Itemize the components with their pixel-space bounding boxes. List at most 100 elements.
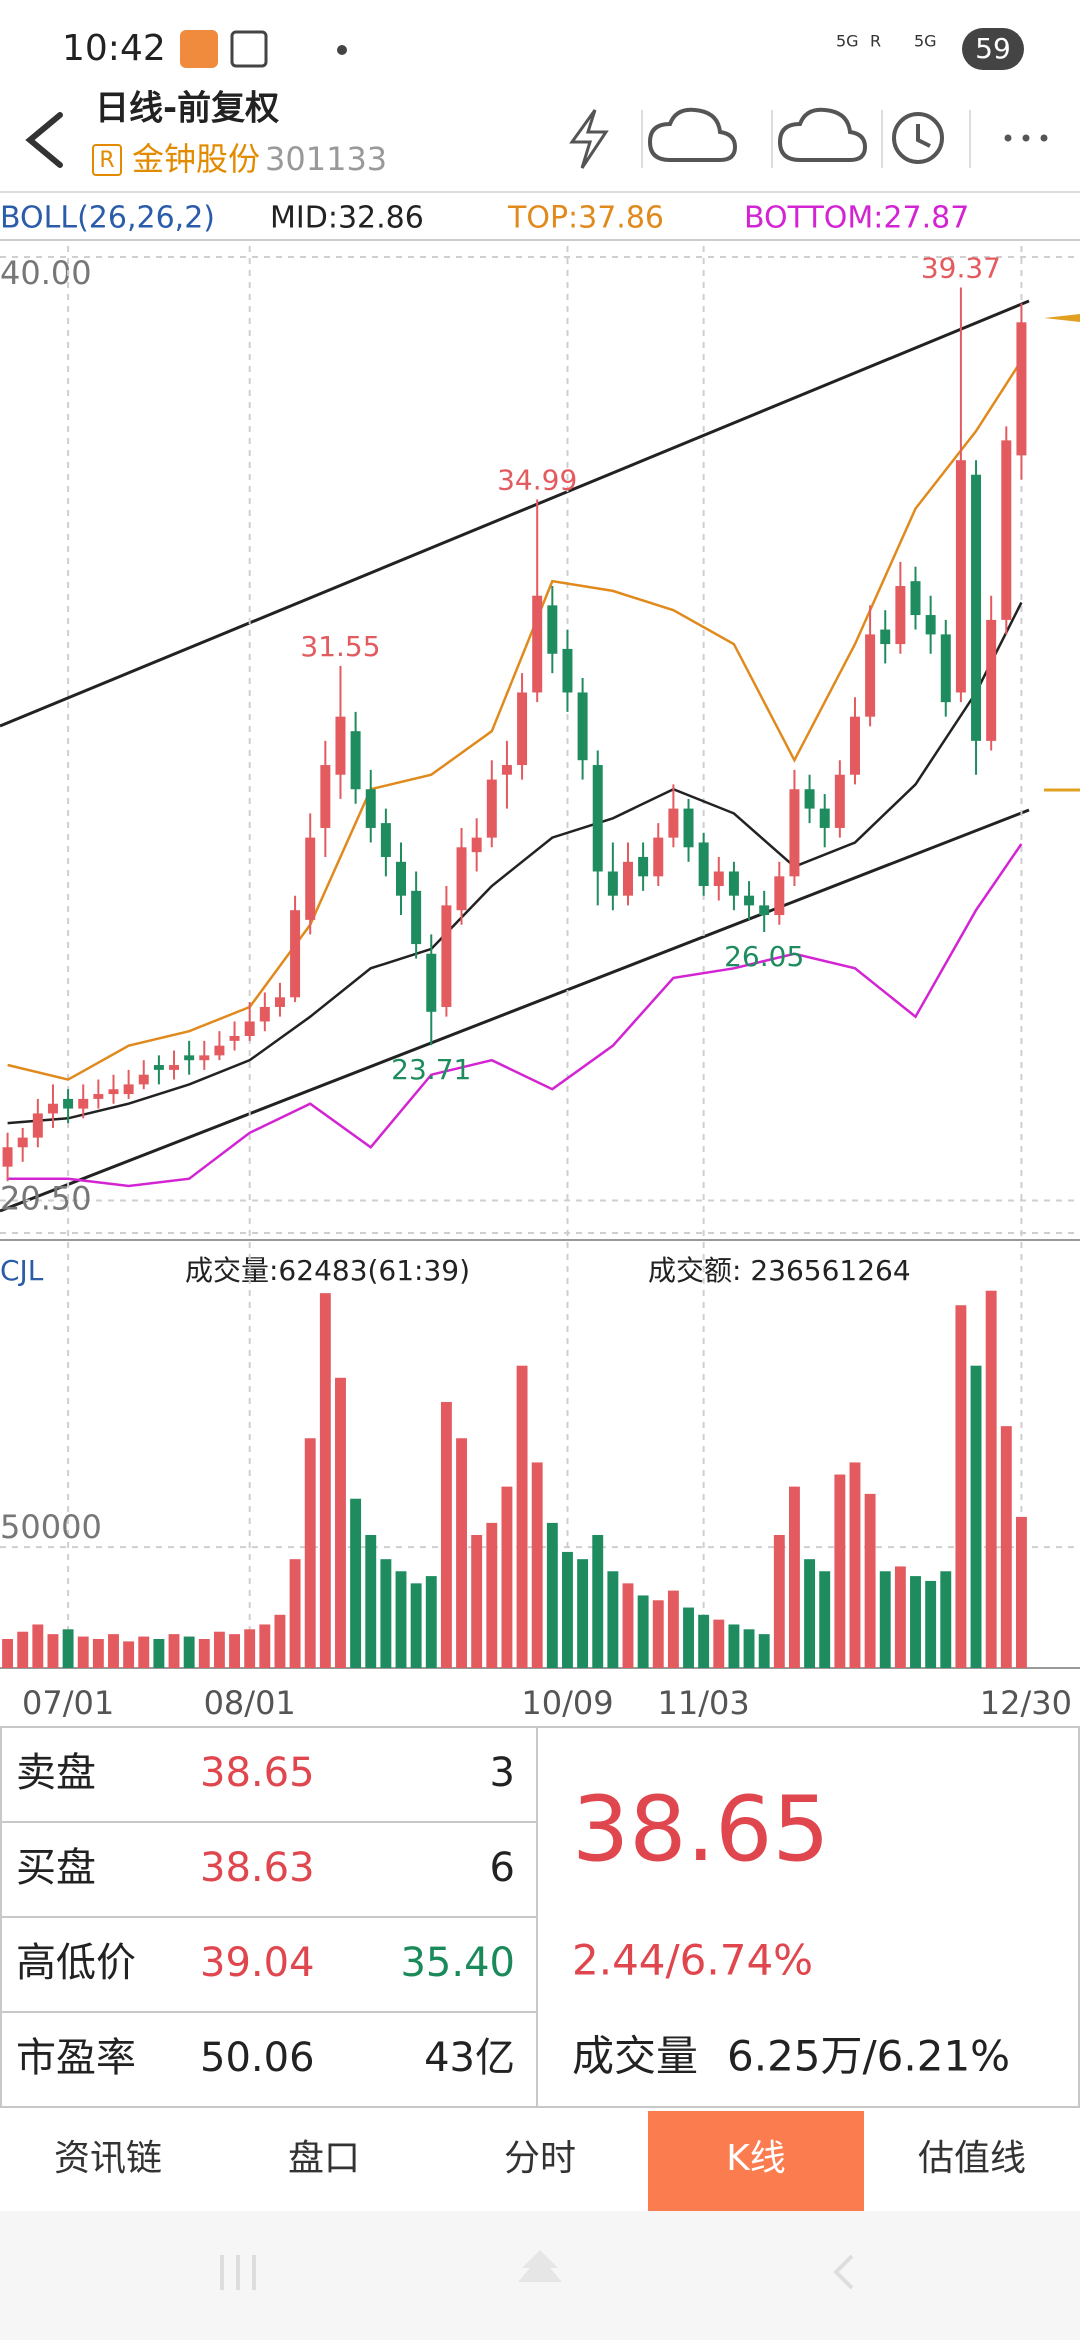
volume-bar (183, 1636, 195, 1668)
signal-label: 5G (914, 32, 937, 51)
volume-bar (758, 1634, 770, 1668)
stock-name: 金钟股份 (132, 140, 260, 178)
volume-bar (456, 1438, 467, 1668)
volume-bar (698, 1614, 710, 1668)
candle-body (834, 774, 845, 828)
back-button[interactable] (25, 112, 63, 168)
candle-body (396, 861, 407, 896)
quote-value: 38.65 (200, 1750, 315, 1796)
candle-body (169, 1065, 180, 1070)
more-dot (1040, 134, 1048, 142)
volume-tick-label: 50000 (0, 1508, 102, 1546)
price-annotation: 31.55 (300, 630, 380, 663)
tab[interactable]: 估值线 (918, 2138, 1026, 2179)
candle-body (971, 474, 982, 741)
candle-body (274, 997, 285, 1007)
tab[interactable]: 盘口 (288, 2138, 360, 2179)
badge: R (99, 148, 114, 173)
candle-body (1016, 322, 1027, 456)
candle-body (471, 837, 482, 853)
scan-icon (230, 30, 268, 68)
candle-body (184, 1055, 195, 1061)
cloud-button[interactable] (647, 107, 738, 162)
volume-bar (546, 1522, 558, 1668)
volume-bar (652, 1600, 664, 1668)
x-tick-label: 07/01 (22, 1684, 114, 1722)
volume-bar (2, 1638, 14, 1668)
volume-bar (834, 1474, 846, 1668)
candle-body (199, 1055, 210, 1061)
volume-bar (501, 1486, 513, 1668)
quote-value: 43亿 (424, 2035, 515, 2081)
volume-bar (637, 1595, 649, 1668)
band-line (7, 843, 1023, 1188)
volume-bar (153, 1638, 165, 1668)
tab[interactable]: 分时 (504, 2138, 576, 2179)
candle-body (426, 953, 437, 1012)
price-change: 2.44/6.74% (572, 1936, 813, 1985)
volume-bar (425, 1576, 437, 1668)
candle-body (290, 910, 301, 998)
tab[interactable]: 资讯链 (54, 2138, 162, 2179)
status-time: 10:42 (62, 28, 166, 69)
volume-bar (77, 1636, 89, 1668)
candle-body (320, 765, 331, 828)
candle-body (411, 890, 422, 945)
volume-bar (864, 1493, 876, 1668)
volume-bar (62, 1629, 74, 1668)
amount-label: 成交额: 236561264 (648, 1254, 911, 1287)
header-title: 日线-前复权 (95, 89, 279, 129)
quote-label: 市盈率 (16, 2035, 136, 2081)
nav-home[interactable] (518, 2250, 562, 2282)
flash-button[interactable] (569, 109, 609, 169)
band-line (7, 359, 1023, 1081)
candle-body (1001, 440, 1012, 620)
candle-body (804, 789, 815, 809)
price-marker (1044, 314, 1080, 322)
candle-body (335, 716, 346, 775)
candle-body (47, 1103, 58, 1114)
history-button[interactable] (892, 112, 944, 164)
band-legend: TOP:37.86 (507, 201, 664, 236)
nav-recent[interactable] (220, 2255, 256, 2290)
volume-bar (213, 1631, 225, 1668)
quote-value: 3 (490, 1750, 515, 1796)
candle-body (78, 1098, 89, 1109)
candle-body (93, 1094, 104, 1099)
candle-body (865, 634, 876, 717)
app-icon (180, 30, 218, 68)
more-dot[interactable] (1004, 134, 1012, 142)
candle-body (63, 1098, 74, 1109)
quote-value: 35.40 (400, 1940, 515, 1986)
volume-bar (350, 1498, 362, 1668)
cloud-sync-button[interactable] (777, 107, 868, 162)
candle-body (940, 634, 951, 703)
volume-bar (879, 1571, 891, 1668)
volume-bar (683, 1607, 694, 1668)
candle-body (244, 1021, 255, 1037)
volume-bar (440, 1401, 452, 1668)
volume-bar (47, 1634, 59, 1668)
price-annotation: 23.71 (391, 1053, 471, 1086)
volume-bar (955, 1305, 967, 1668)
band-legend: MID:32.86 (270, 201, 424, 236)
volume-bar (819, 1571, 831, 1668)
indicator-label: BOLL(26,26,2) (0, 201, 215, 236)
volume-bar (229, 1634, 240, 1668)
candle-body (713, 871, 724, 887)
volume-bar (985, 1290, 997, 1668)
candle-body (501, 765, 512, 775)
price-annotation: 39.37 (921, 251, 1001, 284)
volume-caption: 成交量 (572, 2032, 698, 2081)
candle-body (592, 765, 603, 872)
nav-back[interactable] (833, 2254, 854, 2290)
volume-title: CJL (0, 1254, 44, 1287)
clock-hands (916, 124, 931, 148)
battery (962, 28, 1024, 70)
candle-body (350, 731, 361, 790)
quote-value: 6 (490, 1845, 515, 1891)
quote-value: 50.06 (200, 2035, 315, 2081)
tab[interactable]: K线 (726, 2138, 786, 2179)
candle-body (229, 1036, 240, 1041)
x-tick-label: 10/09 (521, 1684, 613, 1722)
